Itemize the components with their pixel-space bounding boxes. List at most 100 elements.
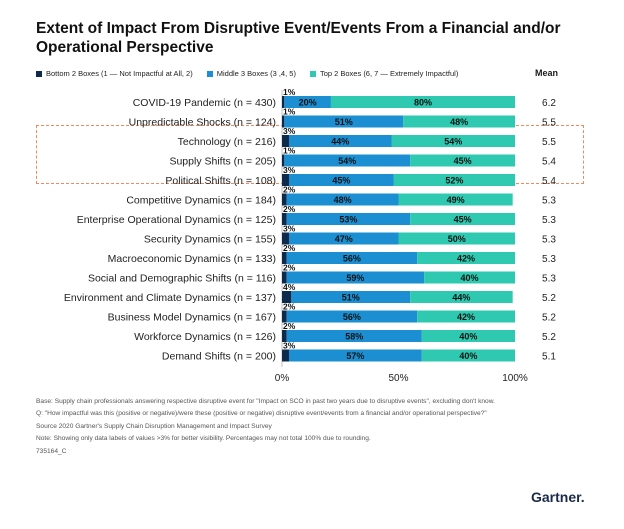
category-label: COVID-19 Pandemic (n = 430)	[133, 97, 276, 109]
bar-segment-bottom2	[282, 232, 289, 245]
bar-segment-bottom2	[282, 291, 292, 303]
x-tick-label: 100%	[502, 373, 528, 384]
bar-segment-bottom2	[282, 271, 287, 284]
bar-segment-middle3	[286, 310, 418, 323]
legend-label-bottom2: Bottom 2 Boxes (1 — Not Impactful at All…	[46, 69, 193, 78]
bar-segment-top2	[330, 96, 515, 108]
data-label-bottom2: 2%	[283, 185, 296, 195]
bar-segment-middle3	[288, 174, 394, 186]
data-label-middle3: 44%	[331, 137, 349, 147]
note-question: Q: "How impactful was this (positive or …	[36, 410, 487, 418]
bar-segment-top2	[398, 232, 515, 245]
legend-item-middle3: Middle 3 Boxes (3 ,4, 5)	[206, 69, 296, 78]
data-label-middle3: 20%	[299, 98, 317, 108]
category-label: Security Dynamics (n = 155)	[144, 234, 276, 246]
data-label-top2: 45%	[454, 215, 472, 225]
note-base: Base: Supply chain professionals answeri…	[36, 398, 495, 405]
category-label: Unpredictable Shocks (n = 124)	[129, 117, 276, 129]
bar-segment-bottom2	[282, 193, 287, 206]
bar-segment-middle3	[288, 349, 422, 362]
category-label: Competitive Dynamics (n = 184)	[126, 195, 276, 207]
mean-value: 5.3	[542, 196, 556, 207]
bar-segment-middle3	[284, 154, 411, 167]
note-id: 735164_C	[36, 447, 67, 455]
bar-segment-top2	[417, 310, 515, 323]
x-tick-label: 0%	[275, 373, 290, 384]
bar-segment-top2	[410, 213, 515, 225]
data-label-bottom2: 2%	[283, 302, 296, 312]
bar-segment-bottom2	[282, 154, 285, 167]
data-label-bottom2: 2%	[283, 263, 296, 273]
legend-swatch-top2	[309, 70, 316, 77]
footnotes: Base: Supply chain professionals answeri…	[36, 397, 566, 459]
bar-segment-bottom2	[282, 174, 289, 186]
mean-value: 5.3	[542, 274, 556, 285]
mean-column-header: Mean	[535, 68, 559, 78]
mean-value: 5.3	[542, 215, 556, 226]
bar-segment-middle3	[286, 252, 418, 264]
bar-segment-bottom2	[282, 330, 287, 342]
category-label: Enterprise Operational Dynamics (n = 125…	[77, 214, 276, 226]
bar-segment-top2	[417, 252, 515, 264]
category-label: Macroeconomic Dynamics (n = 133)	[108, 253, 276, 265]
data-label-top2: 40%	[459, 332, 477, 342]
mean-value: 5.2	[542, 293, 556, 304]
data-label-bottom2: 1%	[283, 107, 296, 117]
note-source: Source 2020 Gartner's Supply Chain Disru…	[36, 422, 272, 430]
data-label-middle3: 51%	[335, 117, 353, 127]
data-label-top2: 45%	[454, 156, 472, 166]
bar-segment-top2	[424, 271, 515, 284]
mean-value: 5.3	[542, 235, 556, 246]
category-label: Business Model Dynamics (n = 167)	[108, 312, 276, 324]
note-rounding: Note: Showing only data labels of values…	[36, 435, 371, 443]
bar-segment-bottom2	[282, 310, 287, 323]
legend-swatch-middle3	[206, 70, 213, 77]
data-label-bottom2: 3%	[283, 224, 296, 234]
category-label: Technology (n = 216)	[178, 136, 276, 148]
data-label-middle3: 51%	[342, 293, 360, 303]
mean-value: 5.5	[542, 118, 556, 129]
chart-title-line-2: Operational Perspective	[36, 39, 214, 56]
data-label-top2: 42%	[457, 312, 475, 322]
bar-segment-bottom2	[282, 135, 289, 147]
bar-segment-middle3	[288, 135, 392, 147]
data-label-bottom2: 3%	[283, 341, 296, 351]
mean-value: 6.2	[542, 98, 556, 109]
bar-segment-middle3	[286, 330, 422, 342]
data-label-bottom2: 2%	[283, 321, 296, 331]
data-label-middle3: 56%	[343, 254, 361, 264]
data-label-middle3: 54%	[338, 156, 356, 166]
bar-segment-top2	[391, 135, 515, 147]
chart-title-line-1: Extent of Impact From Disruptive Event/E…	[36, 20, 561, 37]
bar-segment-bottom2	[282, 349, 289, 362]
data-label-top2: 50%	[448, 234, 466, 244]
bar-segment-middle3	[284, 115, 404, 128]
mean-value: 5.1	[542, 352, 556, 363]
legend-swatch-bottom2	[36, 70, 42, 77]
data-label-top2: 80%	[414, 98, 432, 108]
data-label-bottom2: 2%	[283, 204, 296, 214]
data-label-middle3: 53%	[339, 215, 357, 225]
data-label-top2: 42%	[457, 254, 475, 264]
mean-value: 5.2	[542, 313, 556, 324]
data-label-top2: 49%	[447, 195, 465, 205]
data-label-top2: 44%	[452, 293, 470, 303]
data-label-bottom2: 4%	[283, 282, 296, 292]
data-label-middle3: 59%	[346, 273, 364, 283]
bar-segment-top2	[410, 154, 515, 167]
bar-segment-top2	[398, 193, 513, 206]
legend-item-bottom2: Bottom 2 Boxes (1 — Not Impactful at All…	[36, 69, 193, 78]
gartner-logo: Gartner.	[531, 489, 585, 505]
bar-segment-top2	[421, 330, 515, 342]
legend-item-top2: Top 2 Boxes (6, 7 — Extremely Impactful)	[309, 69, 459, 78]
chart-title: Extent of Impact From Disruptive Event/E…	[36, 19, 596, 57]
mean-value: 5.5	[542, 137, 556, 148]
category-label: Political Shifts (n = 108)	[165, 175, 276, 187]
data-label-bottom2: 1%	[283, 146, 296, 156]
data-label-middle3: 56%	[343, 312, 361, 322]
mean-value: 5.4	[542, 157, 556, 168]
legend-label-top2: Top 2 Boxes (6, 7 — Extremely Impactful)	[319, 69, 459, 78]
data-label-middle3: 45%	[332, 176, 350, 186]
data-label-bottom2: 2%	[283, 243, 296, 253]
legend: Bottom 2 Boxes (1 — Not Impactful at All…	[36, 69, 458, 78]
